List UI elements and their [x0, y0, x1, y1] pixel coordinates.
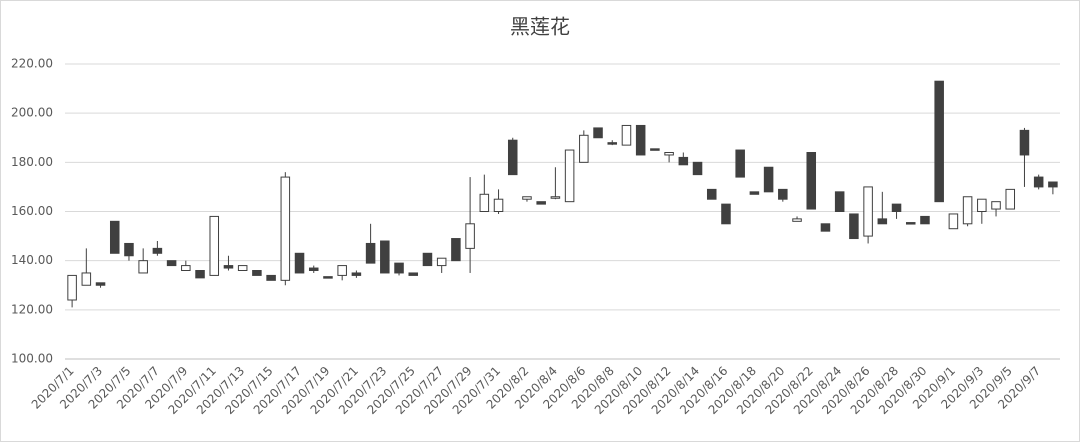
candle-body [266, 274, 276, 281]
candle-body [692, 161, 703, 176]
candle-body [635, 124, 646, 156]
candle-body [820, 223, 831, 232]
candle-body [337, 265, 347, 276]
candle-body [579, 134, 589, 163]
candle-body [280, 176, 291, 281]
candle-body [1048, 181, 1058, 188]
candle-body [323, 276, 333, 279]
candle-body [905, 222, 916, 225]
candle-body [138, 260, 148, 274]
candle-body [1005, 188, 1016, 210]
candle-body [834, 191, 845, 212]
candle-body [394, 262, 404, 274]
candle-body [934, 80, 944, 203]
candle-body [706, 188, 717, 200]
candle-body [451, 238, 461, 262]
candle-body [493, 198, 504, 212]
candle-body [991, 201, 1001, 210]
candle-body [522, 196, 532, 200]
candle-body [920, 215, 930, 225]
candle-body [778, 188, 788, 200]
candle-body [209, 215, 220, 276]
candle-body [877, 218, 888, 225]
candle-body [294, 252, 305, 274]
y-tick-label: 160.00 [11, 204, 53, 218]
y-tick-label: 120.00 [11, 302, 53, 316]
candle-body [465, 223, 475, 249]
candle-body [1019, 129, 1030, 156]
candle-body [67, 274, 77, 301]
candle-body [152, 247, 163, 254]
candle-body [252, 270, 262, 276]
candle-body [550, 196, 561, 199]
candle-body [792, 218, 802, 222]
candle-body [721, 203, 731, 225]
candle-body [351, 272, 362, 276]
candle-body [479, 193, 490, 213]
candle-body [507, 139, 518, 176]
candle-body [1033, 176, 1044, 188]
candle-body [664, 152, 674, 156]
candle-body [436, 257, 447, 267]
y-tick-label: 220.00 [11, 57, 53, 71]
candle-body [977, 198, 987, 212]
candle-body [380, 240, 390, 274]
candle-body [948, 213, 959, 230]
y-tick-label: 100.00 [11, 352, 53, 366]
y-tick-label: 200.00 [11, 106, 53, 120]
candle-body [749, 191, 760, 195]
candle-body [763, 166, 774, 193]
candle-body [422, 252, 433, 267]
candle-body [166, 260, 177, 267]
candle-body [195, 270, 205, 279]
candle-body [536, 201, 546, 205]
candle-body [365, 242, 376, 264]
candle-body [124, 242, 134, 257]
candle-body [308, 267, 319, 271]
candle-body [593, 127, 603, 139]
y-tick-label: 140.00 [11, 253, 53, 267]
candle-body [678, 156, 689, 166]
candle-body [962, 196, 973, 225]
chart-title: 黑莲花 [510, 15, 570, 39]
candle-body [607, 142, 618, 145]
candle-body [223, 265, 234, 269]
y-tick-label: 180.00 [11, 155, 53, 169]
candle-body [408, 272, 419, 276]
candle-body [95, 282, 106, 286]
candle-body [849, 213, 859, 240]
candle-body [109, 220, 120, 254]
candle-body [863, 186, 873, 237]
candle-body [237, 265, 248, 272]
candle-body [650, 148, 660, 151]
candle-body [735, 149, 745, 178]
candle-body [891, 203, 902, 212]
candle-body [564, 149, 575, 203]
candle-body [181, 265, 191, 272]
candle-body [621, 124, 632, 146]
candle-body [81, 272, 92, 286]
candle-body [806, 152, 817, 210]
